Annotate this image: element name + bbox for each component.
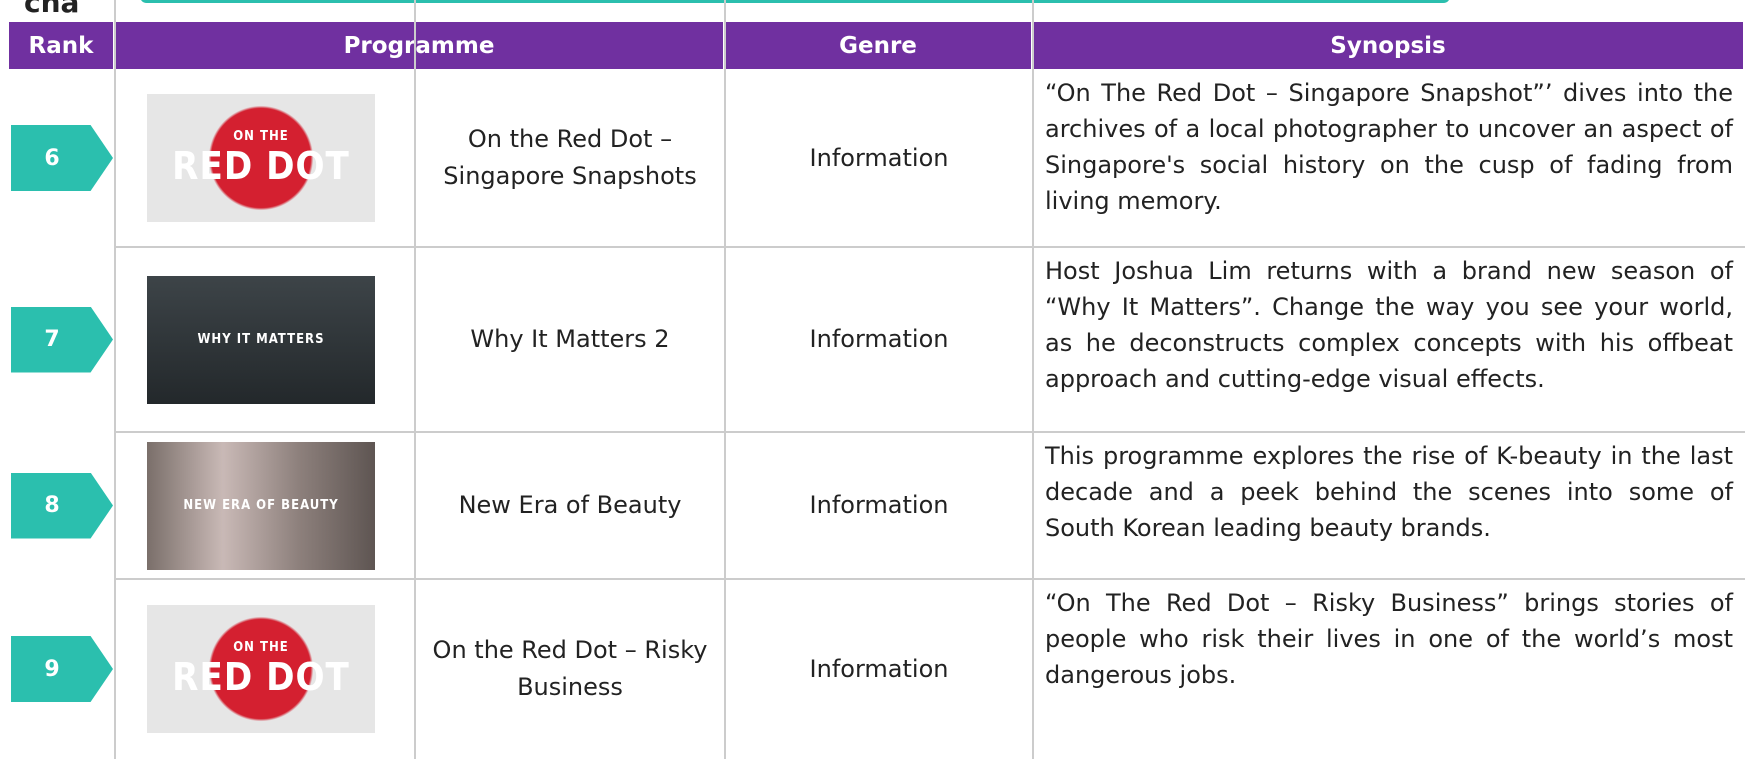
column-line: [724, 0, 726, 759]
programme-name: New Era of Beauty: [458, 491, 682, 519]
rank-badge: 8: [11, 472, 113, 539]
thumbnail: ON THE RED DOT: [147, 94, 375, 222]
row-line: [115, 431, 1745, 433]
synopsis: Host Joshua Lim returns with a brand new…: [1045, 257, 1733, 393]
thumbnail: WHY IT MATTERS: [147, 275, 375, 404]
row-line: [115, 578, 1745, 580]
cut-title: cha: [24, 0, 80, 19]
column-header: Synopsis: [1033, 22, 1745, 69]
thumbnail-text: NEW ERA OF BEAUTY: [183, 498, 339, 513]
rank-badge: 9: [11, 636, 113, 702]
synopsis: This programme explores the rise of K-be…: [1045, 442, 1733, 542]
genre: Information: [809, 491, 949, 519]
row-line: [115, 246, 1745, 248]
column-line: [114, 0, 116, 759]
thumbnail-text: WHY IT MATTERS: [197, 332, 325, 347]
programme-name: Why It Matters 2: [470, 325, 670, 353]
genre: Information: [809, 143, 949, 172]
genre: Information: [809, 325, 949, 353]
programme-name: On the Red Dot – Risky Business: [432, 636, 708, 701]
synopsis: “On The Red Dot – Risky Business” brings…: [1045, 589, 1733, 689]
column-header: Rank: [9, 22, 115, 69]
programme-name: On the Red Dot – Singapore Snapshots: [443, 125, 697, 190]
thumbnail-text: RED DOT: [172, 654, 350, 699]
thumbnail-text: ON THE: [233, 639, 289, 655]
top-bar: [140, 0, 1450, 3]
thumbnail: NEW ERA OF BEAUTY: [147, 441, 375, 570]
thumbnail-text: RED DOT: [172, 143, 350, 188]
column-header: Genre: [725, 22, 1033, 69]
genre: Information: [809, 654, 949, 683]
column-header: Programme: [115, 22, 725, 69]
column-line: [1032, 0, 1034, 759]
rank-badge: 7: [11, 306, 113, 373]
rank-badge: 6: [11, 125, 113, 191]
thumbnail: ON THE RED DOT: [147, 605, 375, 733]
synopsis: “On The Red Dot – Singapore Snapshot”’ d…: [1045, 79, 1733, 215]
column-line: [414, 0, 416, 759]
thumbnail-text: ON THE: [233, 128, 289, 144]
